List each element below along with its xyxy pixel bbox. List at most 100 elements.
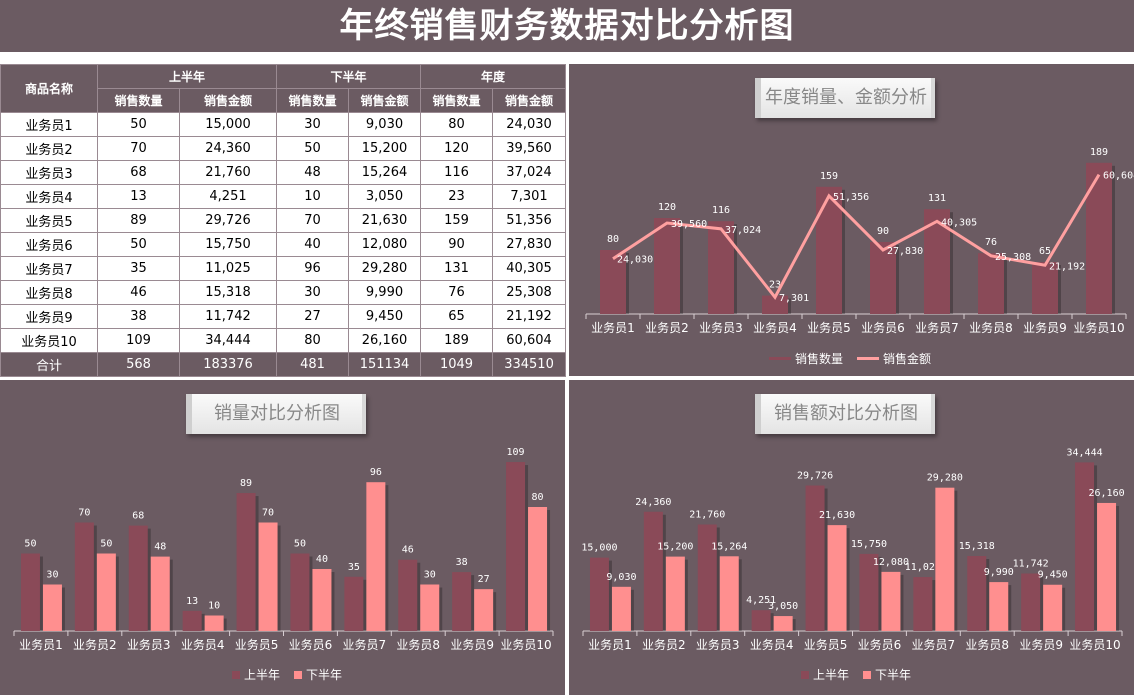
bar-data-label: 15,000 <box>581 543 617 554</box>
bar-h1 <box>967 556 987 631</box>
header-group-year: 年度 <box>420 64 567 89</box>
legend-swatch-h2 <box>294 670 303 679</box>
header-qty: 销售数量 <box>420 88 494 113</box>
bar-data-label: 21,630 <box>819 510 855 521</box>
bar-data-label: 120 <box>658 202 676 213</box>
table-total-row: 合计 568 183376 481 151134 1049 334510 <box>0 352 567 377</box>
table-cell: 10 <box>276 184 350 209</box>
bar-h2 <box>1043 584 1063 631</box>
bar-h1 <box>1075 462 1095 631</box>
bar-data-label: 12,080 <box>873 557 909 568</box>
bar-data-label: 24,360 <box>635 497 671 508</box>
x-tick-label: 业务员3 <box>127 637 171 652</box>
bar-h1 <box>290 553 310 631</box>
table-cell: 48 <box>276 160 350 185</box>
legend-item-h1: 上半年 <box>801 666 849 683</box>
header-group-h2: 下半年 <box>276 64 422 89</box>
bar-qty <box>978 253 1004 314</box>
table-cell: 131 <box>420 256 494 281</box>
legend-label: 销售金额 <box>883 352 932 366</box>
annual-chart-panel: 业务员1 业务员2 业务员3 业务员4 业务员5 业务员6 业务员7 业务员8 业务员9 业务员1… <box>569 64 1134 376</box>
bar-data-label: 10 <box>208 601 220 612</box>
table-cell: 9,450 <box>348 304 422 329</box>
legend-item-h1: 上半年 <box>232 666 280 683</box>
bar-h2 <box>1097 502 1117 631</box>
table-cell: 70 <box>97 136 180 161</box>
x-tick-label: 业务员10 <box>1069 637 1120 652</box>
bar-data-label: 34,444 <box>1066 447 1102 458</box>
table-cell: 业务员9 <box>0 304 98 329</box>
bar-qty <box>600 250 626 314</box>
amount-chart-panel: 业务员1 业务员2 业务员3 业务员4 业务员5 业务员6 业务员7 业务员8 业务员9 业务员1… <box>569 380 1134 695</box>
table-cell: 业务员4 <box>0 184 98 209</box>
table-cell: 21,630 <box>348 208 422 233</box>
annual-chart-legend: 销售数量 销售金额 <box>769 350 931 367</box>
table-cell: 业务员1 <box>0 112 98 137</box>
table-row: 业务员7 35 11,025 96 29,280 131 40,305 <box>0 256 567 281</box>
bar-h1 <box>913 577 933 631</box>
table-cell: 业务员10 <box>0 328 98 353</box>
table-cell: 29,726 <box>178 208 278 233</box>
bar-h1 <box>452 572 472 631</box>
bar-data-label: 3,050 <box>768 601 798 612</box>
legend-label: 上半年 <box>244 668 281 682</box>
x-tick-label: 业务员4 <box>181 637 225 652</box>
table-row: 业务员9 38 11,742 27 9,450 65 21,192 <box>0 304 567 329</box>
x-tick-label: 业务员7 <box>912 637 956 652</box>
table-cell: 568 <box>97 352 180 377</box>
bar-h1 <box>805 485 825 631</box>
bar-data-label: 159 <box>820 171 838 182</box>
line-data-label: 37,024 <box>725 225 761 236</box>
x-tick-label: 业务员2 <box>73 637 117 652</box>
bar-data-label: 27 <box>478 574 490 585</box>
table-cell: 27,830 <box>492 232 567 257</box>
line-data-label: 40,305 <box>941 217 977 228</box>
bar-qty <box>708 221 734 314</box>
table-cell: 151134 <box>348 352 422 377</box>
amount-chart-title: 销售额对比分析图 <box>755 394 935 434</box>
table-cell: 29,280 <box>348 256 422 281</box>
header-amt: 销售金额 <box>492 88 567 113</box>
table-cell: 21,192 <box>492 304 567 329</box>
table-cell: 183376 <box>178 352 278 377</box>
table-cell: 30 <box>276 112 350 137</box>
table-cell: 35 <box>97 256 180 281</box>
line-data-label: 51,356 <box>833 192 869 203</box>
bar-h1 <box>20 553 40 631</box>
legend-swatch-amt <box>857 357 880 360</box>
x-tick-label: 业务员8 <box>965 637 1009 652</box>
line-data-label: 39,560 <box>671 219 707 230</box>
bar-data-label: 38 <box>456 557 468 568</box>
table-cell: 481 <box>276 352 350 377</box>
table-cell: 15,000 <box>178 112 278 137</box>
bar-data-label: 80 <box>532 492 544 503</box>
bar-h2 <box>773 616 793 631</box>
table-cell: 34,444 <box>178 328 278 353</box>
bar-data-label: 15,264 <box>711 541 747 552</box>
table-cell: 116 <box>420 160 494 185</box>
x-tick-label: 业务员2 <box>642 637 686 652</box>
table-cell: 11,025 <box>178 256 278 281</box>
table-cell: 46 <box>97 280 180 305</box>
table-cell: 51,356 <box>492 208 567 233</box>
table-cell: 15,750 <box>178 232 278 257</box>
x-tick-label: 业务员1 <box>588 637 632 652</box>
header-amt: 销售金额 <box>178 88 278 113</box>
bar-h1 <box>344 576 364 631</box>
bar-h1 <box>398 559 418 631</box>
table-cell: 40,305 <box>492 256 567 281</box>
bar-data-label: 48 <box>154 542 166 553</box>
bar-h1 <box>128 525 148 631</box>
table-cell: 15,264 <box>348 160 422 185</box>
legend-label: 销售数量 <box>795 352 844 366</box>
header-qty: 销售数量 <box>97 88 180 113</box>
line-data-label: 60,604 <box>1103 171 1134 182</box>
page-title: 年终销售财务数据对比分析图 <box>0 0 1134 52</box>
x-tick-label: 业务员10 <box>1073 320 1124 335</box>
table-row: 业务员2 70 24,360 50 15,200 120 39,560 <box>0 136 567 161</box>
bar-data-label: 80 <box>607 234 619 245</box>
bar-data-label: 116 <box>712 205 730 216</box>
table-row: 业务员3 68 21,760 48 15,264 116 37,024 <box>0 160 567 185</box>
table-cell: 业务员2 <box>0 136 98 161</box>
bar-data-label: 65 <box>1039 246 1051 257</box>
